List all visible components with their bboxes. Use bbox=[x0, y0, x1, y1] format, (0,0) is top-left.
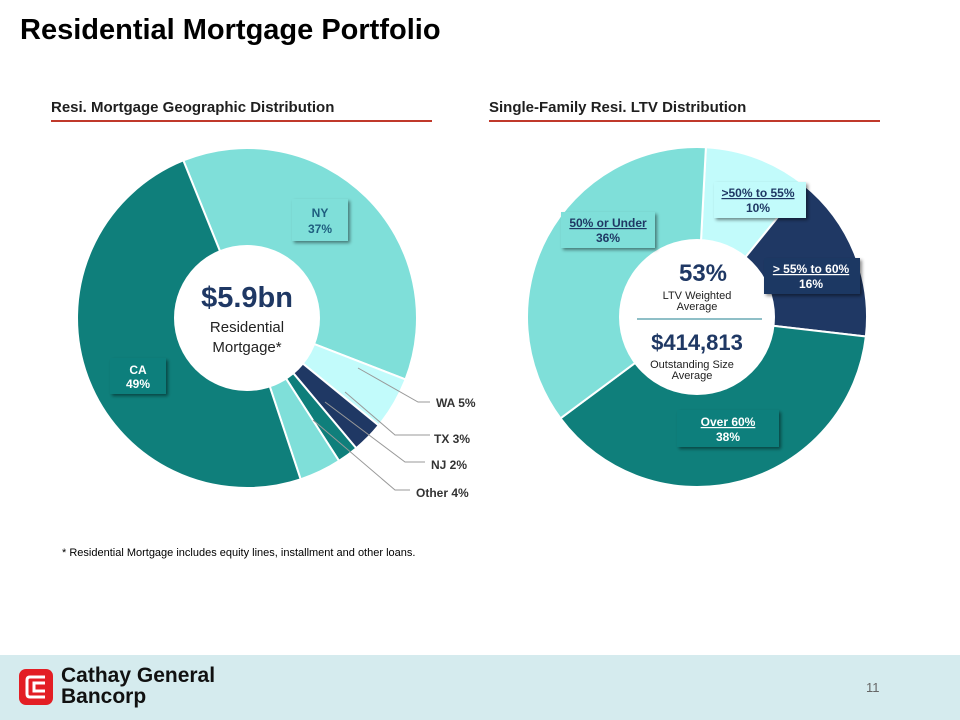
ca-category-label: CA bbox=[129, 363, 147, 377]
ca-value-label: 49% bbox=[126, 377, 150, 391]
ltv-distribution-subtitle: Single-Family Resi. LTV Distribution bbox=[489, 99, 880, 122]
wa-outside-label: WA 5% bbox=[436, 396, 476, 410]
tx-outside-label: TX 3% bbox=[434, 432, 470, 446]
ltv-50-55-category-label: >50% to 55% bbox=[721, 186, 794, 200]
page-number: 11 bbox=[866, 680, 880, 695]
nj-outside-label: NJ 2% bbox=[431, 458, 467, 472]
ltv-50-55-value-label: 10% bbox=[746, 201, 770, 215]
geo-pie-center bbox=[174, 245, 320, 391]
geo-center-value: $5.9bn bbox=[201, 282, 293, 314]
other-leader-line bbox=[312, 419, 410, 491]
brand-name: Cathay General Bancorp bbox=[61, 665, 215, 707]
footer-bar bbox=[0, 655, 960, 720]
cathay-logo-icon bbox=[19, 669, 53, 705]
brand-line-1: Cathay General bbox=[61, 664, 216, 687]
ltv-center-value-2: $414,813 bbox=[651, 330, 743, 355]
geo-center-label-1: Residential bbox=[210, 319, 284, 336]
geo-distribution-subtitle: Resi. Mortgage Geographic Distribution bbox=[51, 99, 432, 122]
ltv-under-50-value-label: 36% bbox=[596, 231, 620, 245]
ltv-center-label-2b: Average bbox=[672, 370, 713, 382]
ltv-center-label-1a: LTV Weighted bbox=[663, 290, 732, 302]
ny-category-label: NY bbox=[312, 206, 329, 220]
ltv-center-value-1: 53% bbox=[679, 260, 727, 287]
ltv-55-60-value-label: 16% bbox=[799, 277, 823, 291]
ltv-slice-over-60 bbox=[559, 315, 867, 488]
ltv-under-50-label-box: 50% or Under 36% bbox=[561, 212, 655, 248]
geo-slice-ny bbox=[182, 147, 419, 381]
ltv-55-60-label-box: > 55% to 60% 16% bbox=[764, 258, 860, 294]
ltv-pie-center bbox=[619, 239, 775, 395]
geo-center-label-2: Mortgage* bbox=[212, 339, 281, 356]
page-title: Residential Mortgage Portfolio bbox=[20, 14, 441, 46]
ltv-center-label-1b: Average bbox=[677, 301, 718, 313]
ny-label-box: NY 37% bbox=[292, 199, 348, 241]
ltv-over-60-value-label: 38% bbox=[716, 430, 740, 444]
other-outside-label: Other 4% bbox=[416, 486, 469, 500]
ltv-50-55-label-box: >50% to 55% 10% bbox=[714, 182, 806, 218]
wa-leader-line bbox=[357, 367, 430, 403]
footnote: * Residential Mortgage includes equity l… bbox=[62, 547, 416, 559]
ca-label-box: CA 49% bbox=[110, 358, 166, 394]
ny-value-label: 37% bbox=[308, 222, 332, 236]
ltv-under-50-category-label: 50% or Under bbox=[569, 216, 647, 230]
nj-leader-line bbox=[324, 401, 425, 463]
ltv-over-60-category-label: Over 60% bbox=[701, 415, 756, 429]
brand-line-2: Bancorp bbox=[61, 685, 147, 708]
ltv-55-60-category-label: > 55% to 60% bbox=[773, 262, 850, 276]
tx-leader-line bbox=[344, 391, 430, 436]
ltv-over-60-label-box: Over 60% 38% bbox=[677, 410, 779, 447]
ltv-center-label-2a: Outstanding Size bbox=[650, 359, 734, 371]
